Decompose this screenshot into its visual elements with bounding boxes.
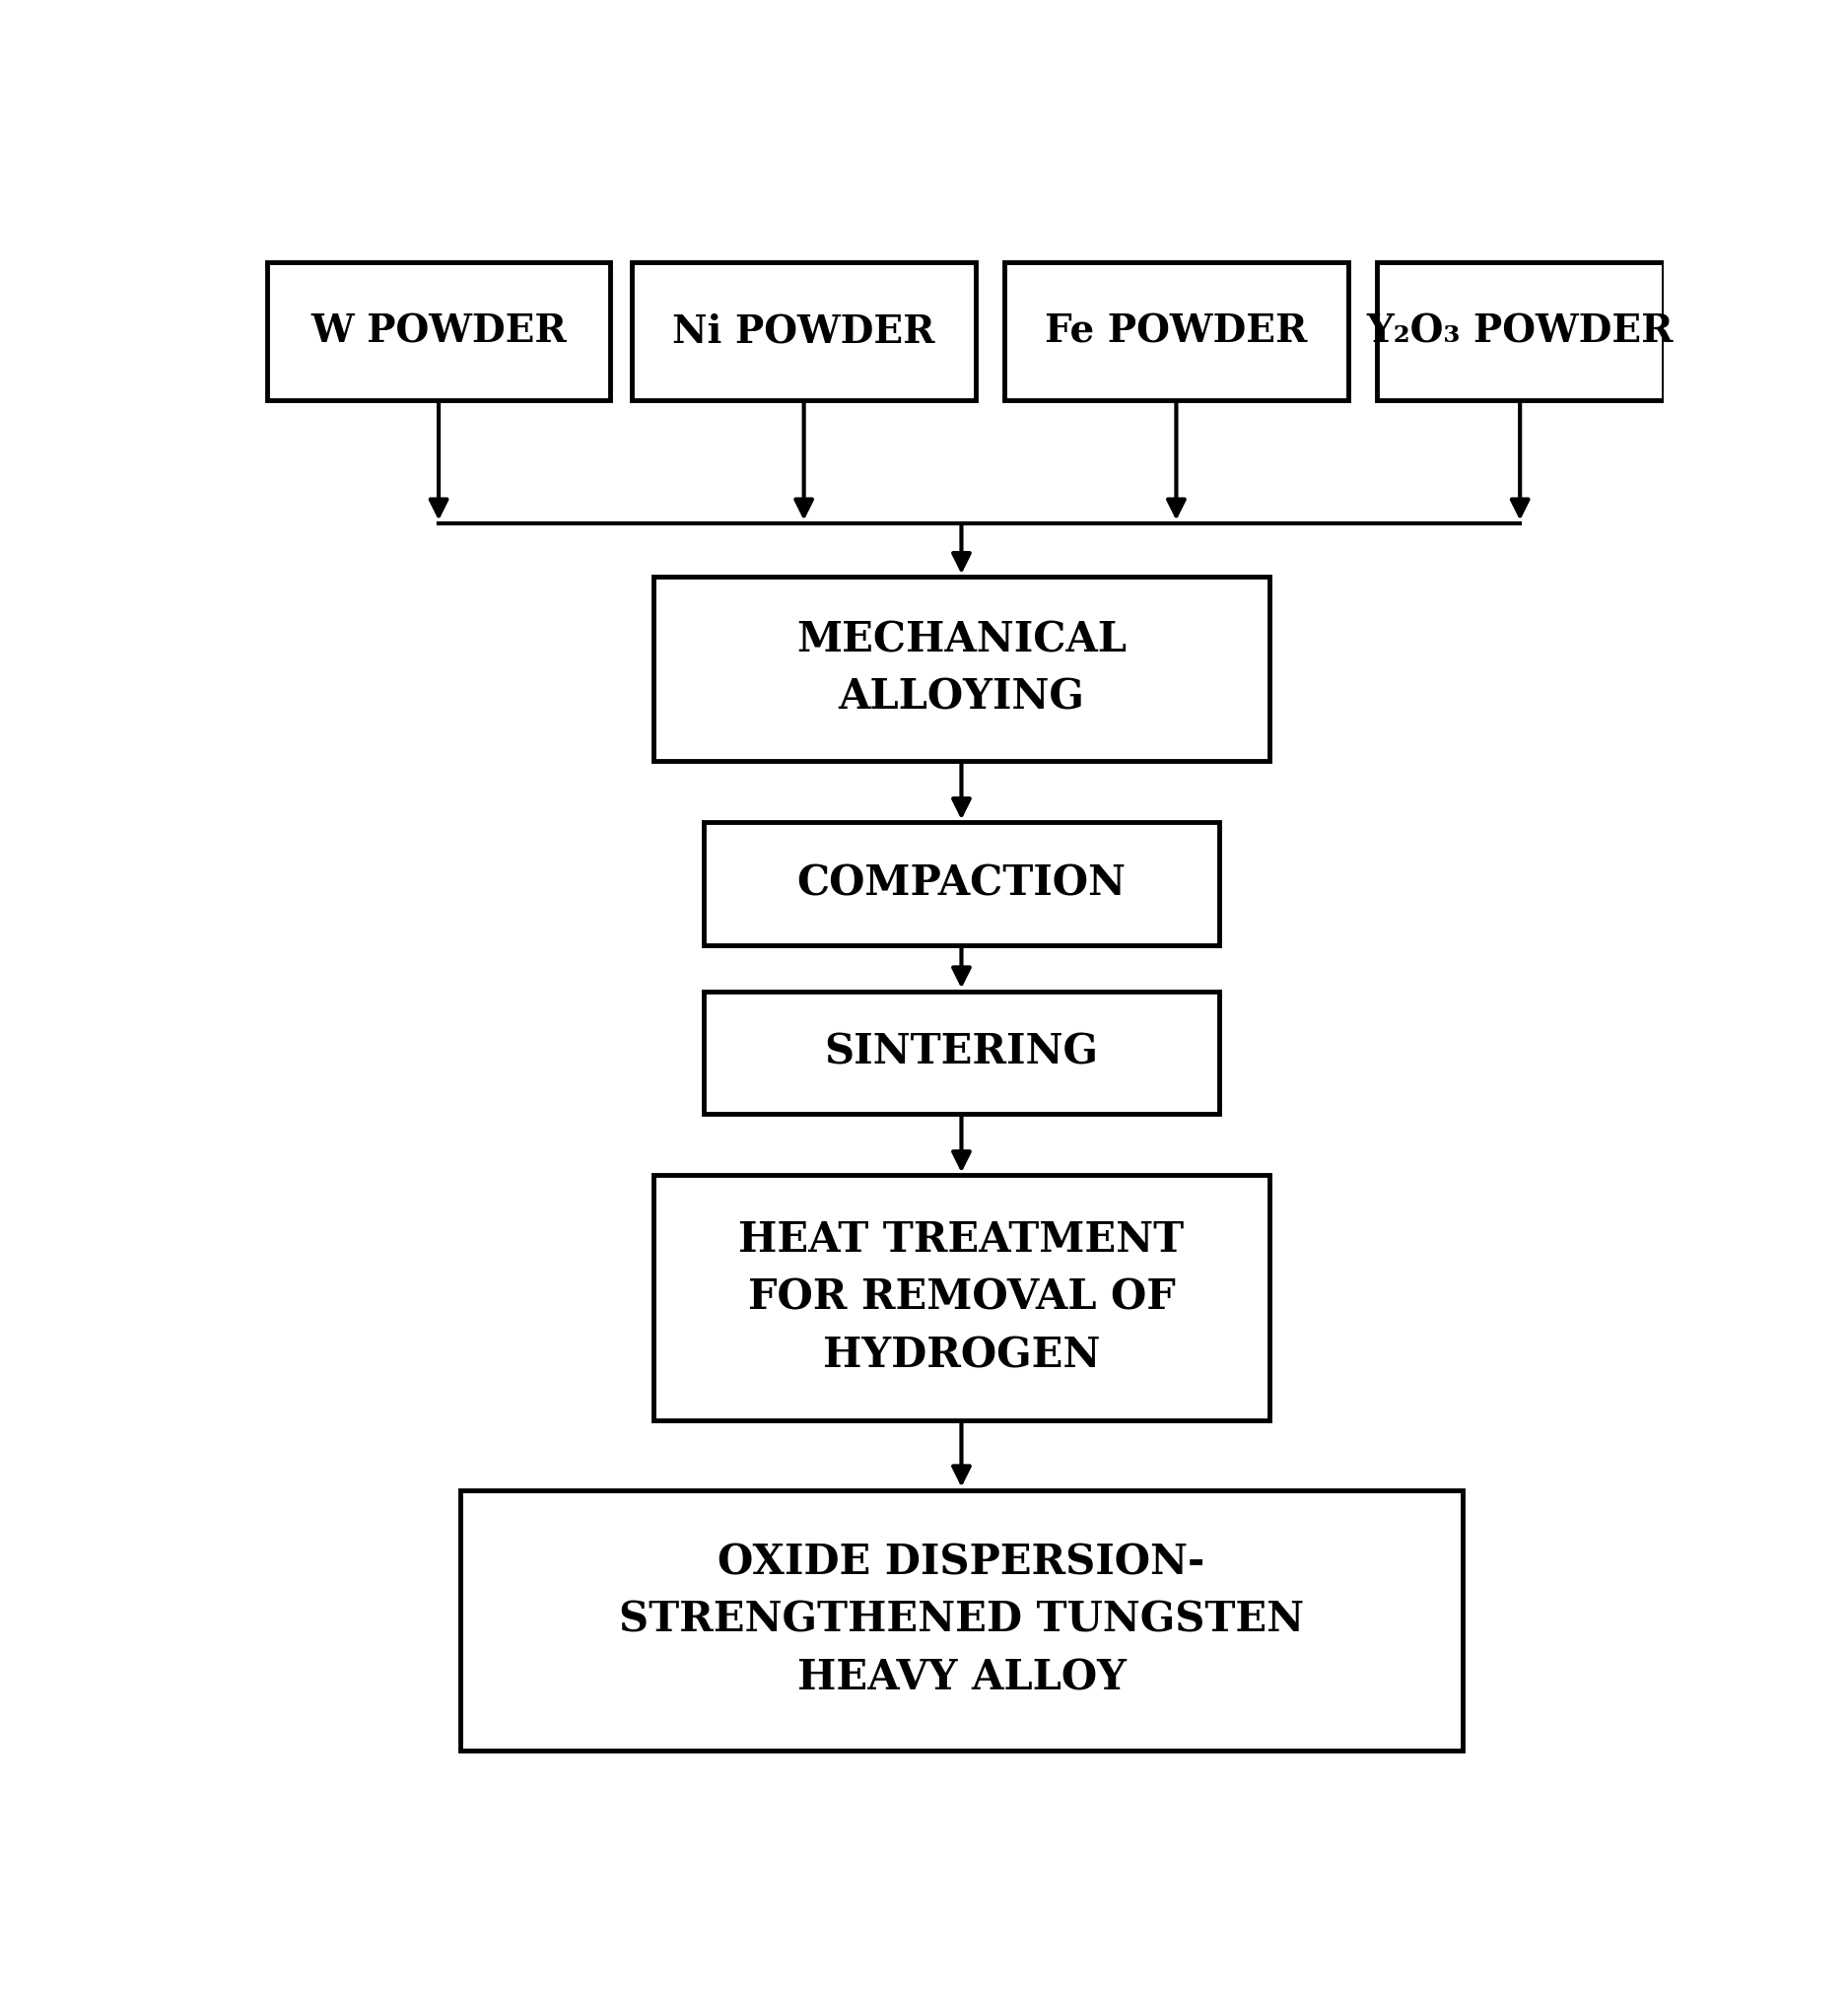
Text: OXIDE DISPERSION-
STRENGTHENED TUNGSTEN
HEAVY ALLOY: OXIDE DISPERSION- STRENGTHENED TUNGSTEN … — [619, 1543, 1305, 1698]
FancyBboxPatch shape — [1377, 263, 1663, 401]
FancyBboxPatch shape — [460, 1491, 1464, 1750]
FancyBboxPatch shape — [654, 1176, 1270, 1421]
Text: COMPACTION: COMPACTION — [796, 863, 1125, 905]
Text: Fe POWDER: Fe POWDER — [1044, 313, 1308, 351]
Text: HEAT TREATMENT
FOR REMOVAL OF
HYDROGEN: HEAT TREATMENT FOR REMOVAL OF HYDROGEN — [739, 1220, 1185, 1377]
FancyBboxPatch shape — [704, 991, 1220, 1114]
Text: Ni POWDER: Ni POWDER — [673, 313, 935, 351]
Text: W POWDER: W POWDER — [310, 313, 567, 351]
FancyBboxPatch shape — [632, 263, 976, 401]
FancyBboxPatch shape — [266, 263, 610, 401]
FancyBboxPatch shape — [704, 823, 1220, 945]
Text: MECHANICAL
ALLOYING: MECHANICAL ALLOYING — [796, 620, 1127, 717]
FancyBboxPatch shape — [1005, 263, 1349, 401]
FancyBboxPatch shape — [654, 576, 1270, 761]
Text: SINTERING: SINTERING — [824, 1032, 1098, 1072]
Text: Y₂O₃ POWDER: Y₂O₃ POWDER — [1366, 313, 1674, 351]
